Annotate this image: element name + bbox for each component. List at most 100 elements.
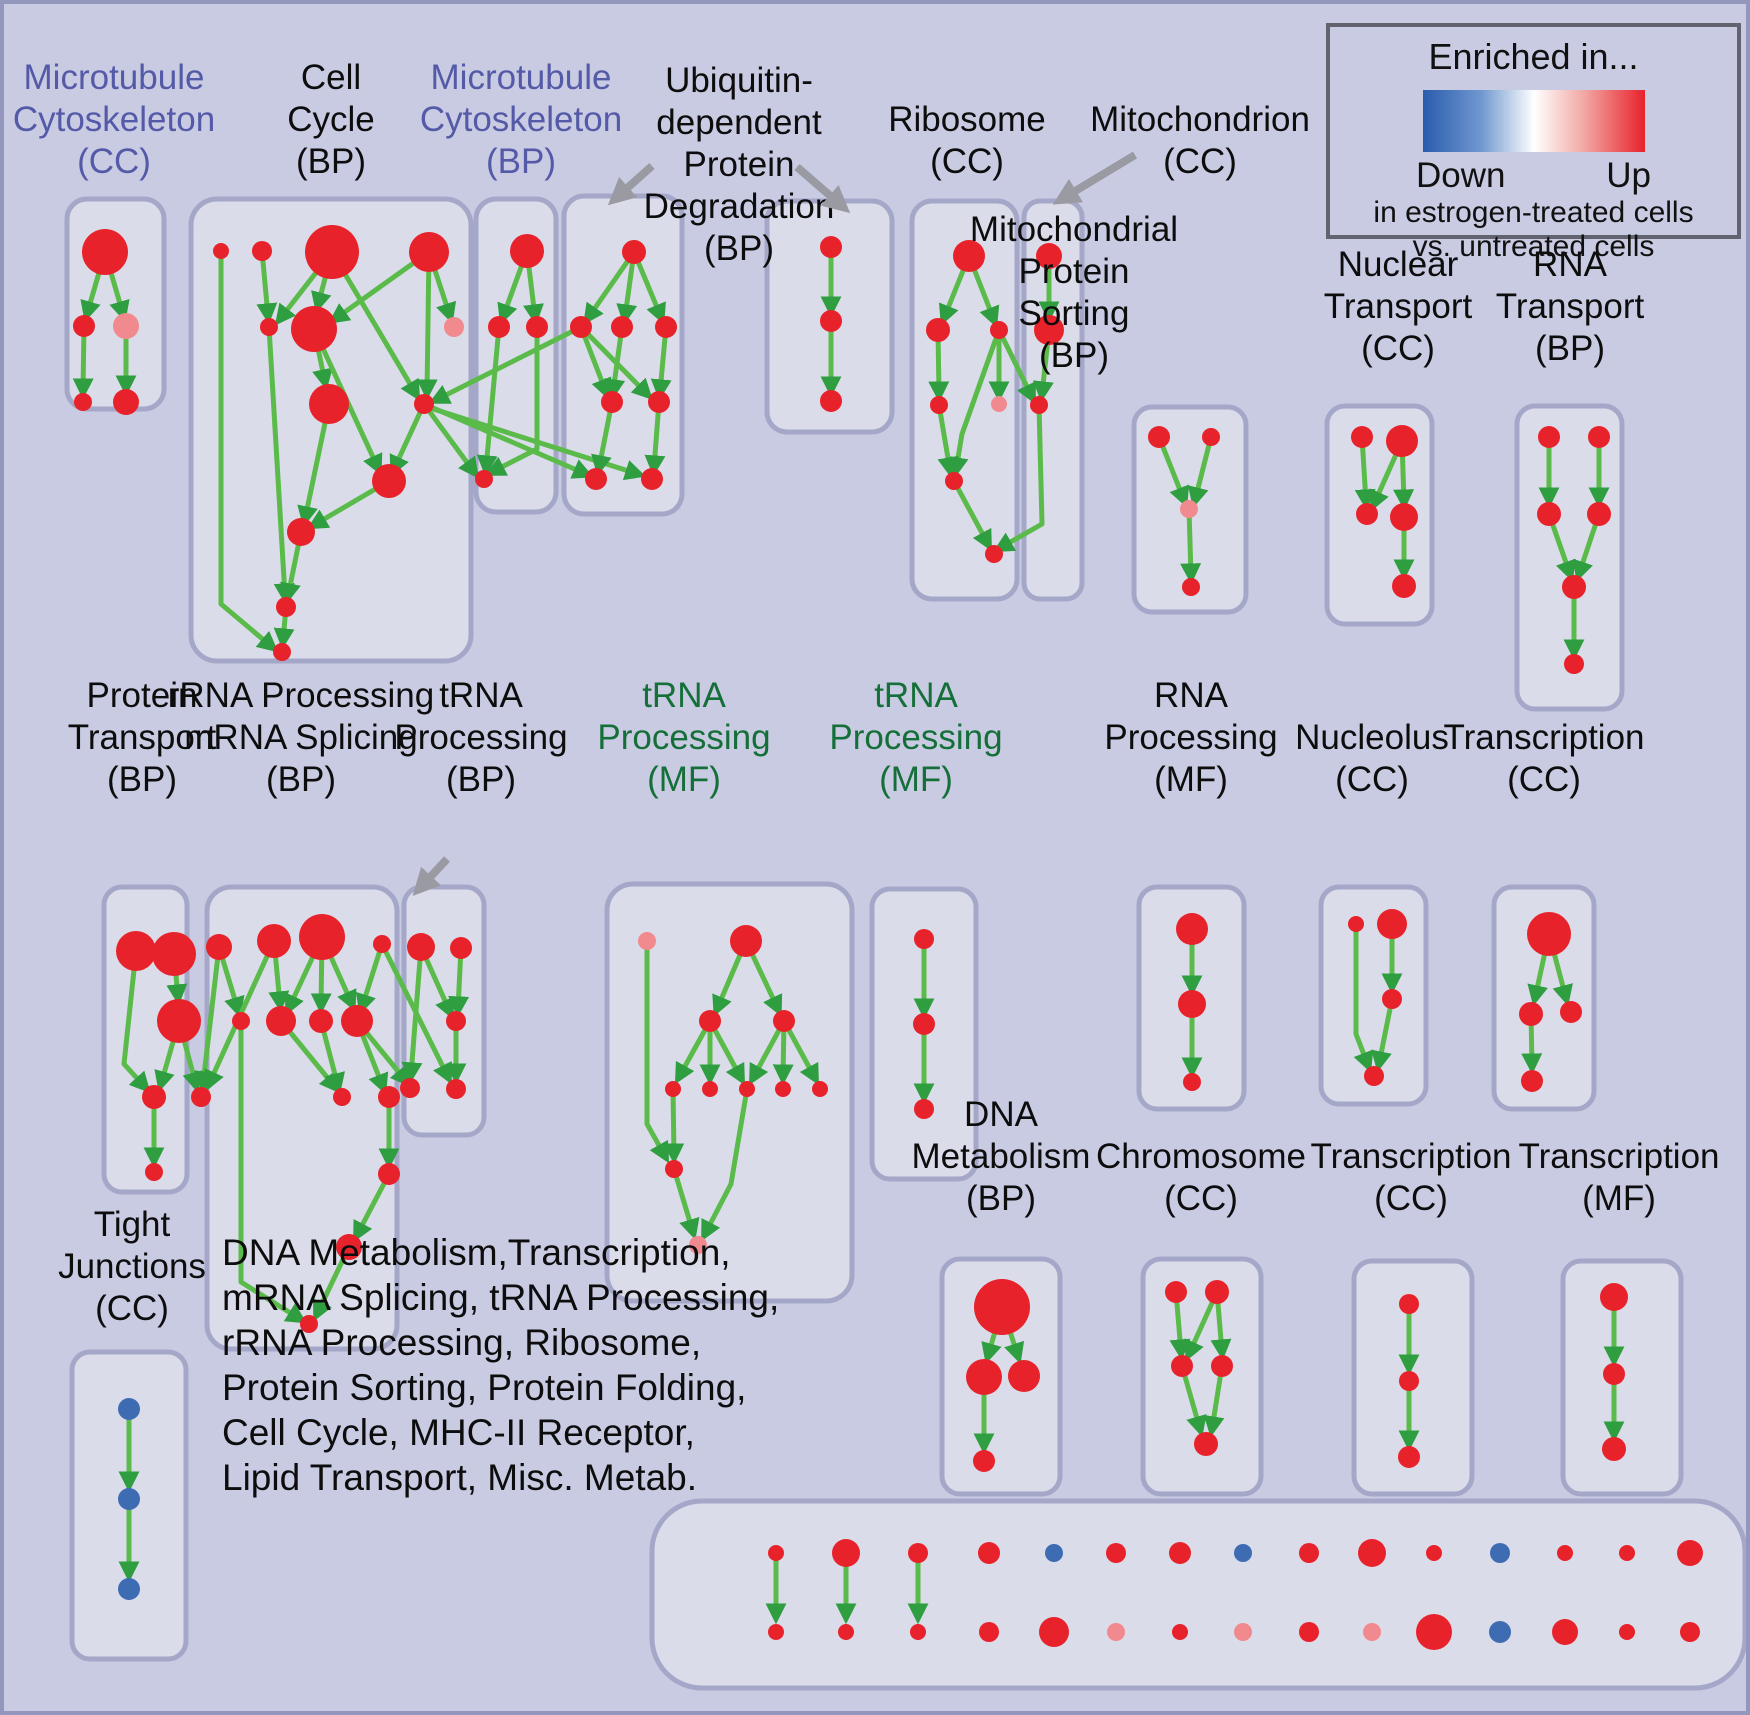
gene-set-node [1390,503,1418,531]
gene-set-node [775,1081,791,1097]
label-trna-mf-2: tRNA [874,676,958,715]
misc-cluster-caption: DNA Metabolism,Transcription, mRNA Splic… [222,1230,779,1500]
gene-set-node [206,934,232,960]
gene-set-node [601,391,623,413]
hierarchy-edge [1187,436,1214,509]
label-nuclear-transport: Nuclear [1338,245,1459,284]
gene-set-node [409,232,449,272]
gene-set-node [1169,1542,1191,1564]
hierarchy-edge [1371,998,1395,1073]
gene-set-node [1619,1545,1635,1561]
legend-up-label: Up [1606,156,1651,195]
label-cell-cycle: Cycle [287,100,375,139]
label-tight-junctions: Tight [94,1205,171,1244]
label-trna-mf-1: Processing [597,718,770,757]
label-chromosome: (CC) [1164,1179,1238,1218]
hierarchy-edge [992,404,1045,553]
label-rna-transport: (BP) [1535,329,1605,368]
legend-subtitle-2: vs. untreated cells [1412,230,1655,263]
hierarchy-edge [1156,436,1190,508]
hierarchy-edge [583,250,637,325]
gene-set-node [1519,1002,1543,1026]
gene-set-node [191,1087,211,1107]
gene-set-node [1489,1621,1511,1643]
gene-set-node [291,306,337,352]
gene-set-node [1399,1371,1419,1391]
label-mito-protein-sorting: (BP) [1039,336,1109,375]
label-chromosome: Chromosome [1096,1137,1306,1176]
legend-box: Enriched in... Down Up in estrogen-treat… [1326,23,1741,263]
gene-set-node [570,316,592,338]
label-mt-bp: Microtubule [431,58,612,97]
label-mitochondrion: (CC) [1163,142,1237,181]
gene-set-node [1382,989,1402,1009]
label-tight-junctions: (CC) [95,1289,169,1328]
gene-set-node [450,937,472,959]
gene-set-node [773,1010,795,1032]
label-mt-cc: (CC) [77,142,151,181]
gene-set-node [266,1006,296,1036]
box-chromosome [1140,1256,1264,1497]
gene-set-node [1398,1446,1420,1468]
pointer-arrow [412,856,450,896]
gene-set-node [638,932,656,950]
label-trna-mf-2: (MF) [879,760,953,799]
gene-set-node [665,1081,681,1097]
hierarchy-edge [329,250,421,402]
label-dna-metabolism: DNA [964,1095,1039,1134]
label-transcription-cc-2: (CC) [1507,760,1581,799]
gene-set-node [414,394,434,414]
gene-set-node [1234,1544,1252,1562]
gene-set-node [257,924,291,958]
label-ribosome: (CC) [930,142,1004,181]
gene-set-node [446,1079,466,1099]
gene-set-node [973,1450,995,1472]
gene-set-node [820,310,842,332]
legend-color-gradient-bar [1422,90,1645,152]
label-rrna-mrna: mRNA Splicing [184,718,417,757]
legend-down-label: Down [1416,156,1506,195]
label-nucleolus: Nucleolus [1295,718,1449,757]
label-rna-transport: RNA [1533,245,1608,284]
gene-set-node [299,914,345,960]
gene-set-node [768,1545,784,1561]
gene-set-node [1490,1543,1510,1563]
label-trna-bp: tRNA [439,676,523,715]
gene-set-node [118,1488,140,1510]
gene-set-node [739,1081,755,1097]
gene-set-node [1299,1622,1319,1642]
label-cell-cycle: (BP) [296,142,366,181]
caption-line: mRNA Splicing, tRNA Processing, [222,1277,780,1318]
gene-set-node [1171,1355,1193,1377]
gene-set-node [1552,1619,1578,1645]
gene-set-node [1538,426,1560,448]
hierarchy-edge [389,402,427,477]
gene-set-node [1178,990,1206,1018]
gene-set-node [1183,1073,1201,1091]
gene-set-node [585,468,607,490]
label-trna-mf-1: tRNA [642,676,726,715]
gene-set-node [1034,315,1064,345]
label-rna-transport: Transport [1496,287,1645,326]
caption-line: Protein Sorting, Protein Folding, [222,1367,747,1408]
gene-set-node [641,468,663,490]
gene-set-node [372,464,406,498]
gene-set-node [276,597,296,617]
label-dna-metabolism: Metabolism [912,1137,1091,1176]
gene-set-node [1521,1070,1543,1092]
box-trna-mf-1 [604,881,855,1304]
gene-set-node [910,1624,926,1640]
gene-set-node [974,1279,1030,1335]
gene-set-node [1299,1543,1319,1563]
gene-set-node [1106,1543,1126,1563]
label-dna-metabolism: (BP) [966,1179,1036,1218]
gene-set-node [309,384,349,424]
caption-line: rRNA Processing, Ribosome, [222,1322,702,1363]
legend-updown-row: Down Up [1330,156,1737,196]
label-tight-junctions: Junctions [58,1247,206,1286]
gene-set-node [446,1011,466,1031]
gene-set-node [1348,916,1364,932]
hierarchy-edge [238,1021,308,1324]
gene-set-node [966,1359,1002,1395]
label-mt-cc: Cytoskeleton [13,100,215,139]
